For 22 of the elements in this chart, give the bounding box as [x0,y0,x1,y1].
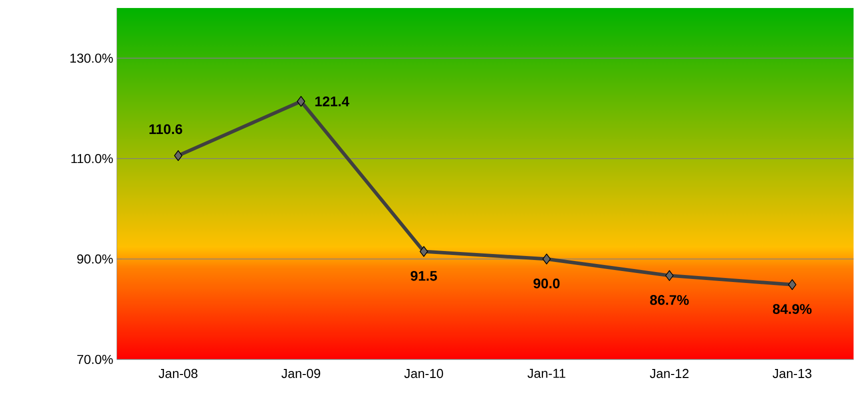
data-label: 91.5 [410,270,437,281]
data-label: 121.4 [315,96,350,106]
x-tick-label: Jan-08 [158,368,198,378]
x-tick-label: Jan-09 [281,368,320,378]
data-label: 110.6 [149,124,182,134]
point [296,96,306,107]
x-tick-label: Jan-11 [528,368,566,378]
x-tick-label: Jan-10 [404,368,444,378]
y-tick-label: 110.0% [71,154,113,164]
data-label: 86.7% [650,294,689,305]
point [665,270,674,281]
data-label: 90.0 [534,278,560,288]
x-tick-label: Jan-12 [650,368,689,378]
y-tick-label: 90.0% [77,254,113,264]
point [420,246,428,257]
y-tick-label: 70.0% [77,354,113,364]
x-tick-label: Jan-13 [772,368,812,378]
data-label: 84.9% [772,304,812,314]
point [788,279,796,290]
point [542,253,551,264]
point [174,150,182,161]
y-tick-label: 130.0% [70,53,113,63]
